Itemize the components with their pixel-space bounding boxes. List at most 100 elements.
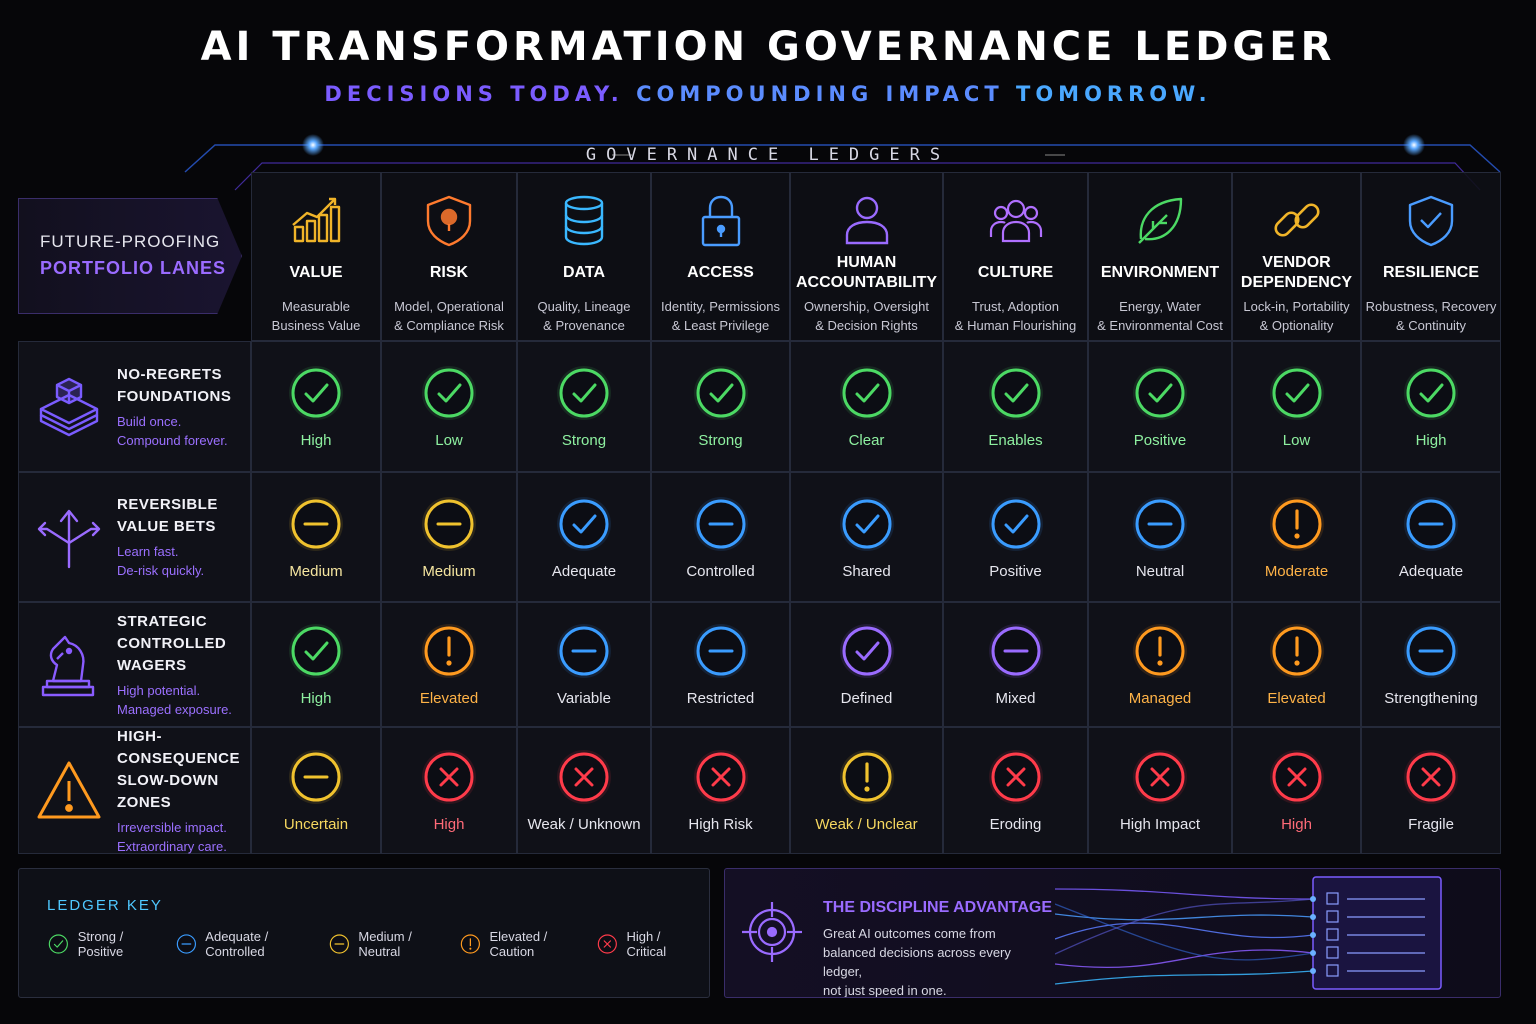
page-subtitle: DECISIONS TODAY. COMPOUNDING IMPACT TOMO… xyxy=(0,82,1536,106)
minus-circle-icon xyxy=(557,624,611,678)
ledger-status-cell: Controlled xyxy=(651,472,790,602)
ledger-name: CULTURE xyxy=(977,264,1054,281)
ledger-status-cell: Adequate xyxy=(517,472,651,602)
ledger-status-cell: Strong xyxy=(517,341,651,472)
x-circle-icon xyxy=(422,750,476,804)
lane-name-line-2: CONTROLLED WAGERS xyxy=(117,634,227,674)
ledger-description-line-2: & Provenance xyxy=(543,318,625,333)
x-circle-icon xyxy=(693,750,748,804)
ledger-status-cell: Neutral xyxy=(1088,472,1232,602)
check-circle-icon xyxy=(839,624,894,678)
subtitle-part-1: DECISIONS TODAY. xyxy=(324,82,624,106)
lane-name-line-2: FOUNDATIONS xyxy=(117,387,232,405)
exclamation-circle-icon xyxy=(460,934,480,954)
group-icon xyxy=(989,199,1042,243)
check-circle-icon xyxy=(1133,366,1187,420)
lane-description-line-2: Extraordinary care. xyxy=(117,838,227,854)
check-circle-icon xyxy=(839,496,894,551)
minus-circle-icon xyxy=(289,496,343,551)
ledger-description-line-2: & Compliance Risk xyxy=(394,318,504,333)
lane-description: Build once. Compound forever. xyxy=(117,412,231,450)
ledger-name: ENVIRONMENT xyxy=(1100,264,1220,281)
ledger-description: Identity, Permissions & Least Privilege xyxy=(661,297,780,335)
advantage-line-3: not just speed in one. xyxy=(823,983,947,998)
lane-name-line-1: REVERSIBLE xyxy=(117,496,218,513)
check-circle-icon xyxy=(557,366,611,420)
ledger-name: DATA xyxy=(562,264,606,281)
ledger-header-data: DATA Quality, Lineage & Provenance xyxy=(517,172,651,341)
ledger-status-cell: Moderate xyxy=(1232,472,1361,602)
lane-name-line-1: HIGH-CONSEQUENCE xyxy=(117,727,241,767)
discipline-advantage-panel: THE DISCIPLINE ADVANTAGE Great AI outcom… xyxy=(724,868,1501,998)
status-label: High xyxy=(1281,816,1312,833)
status-label: High xyxy=(433,816,465,833)
check-circle-icon xyxy=(1404,366,1458,420)
minus-circle-icon xyxy=(988,624,1043,678)
subtitle-part-2: COMPOUNDING IMPACT xyxy=(636,82,1004,106)
status-label: Fragile xyxy=(1408,816,1454,833)
ledger-status-cell: High xyxy=(1361,341,1501,472)
ledger-description: Quality, Lineage & Provenance xyxy=(538,297,631,335)
lane-description-line-1: Build once. xyxy=(117,413,182,429)
ledger-description: Lock-in, Portability & Optionality xyxy=(1243,297,1349,335)
ledger-name: VALUE xyxy=(289,264,343,281)
x-circle-icon xyxy=(557,750,611,804)
ledger-key-items: Strong / Positive Adequate / Controlled Me… xyxy=(47,929,709,959)
lane-text: NO-REGRETS FOUNDATIONS Build once. Compound… xyxy=(117,364,231,450)
legend-item-label: Strong / Positive xyxy=(77,929,124,959)
ledger-header-access: ACCESS Identity, Permissions & Least Privi… xyxy=(651,172,790,341)
ledger-status-cell: Weak / Unclear xyxy=(790,727,943,854)
ledger-description: Model, Operational & Compliance Risk xyxy=(394,297,504,335)
minus-circle-icon xyxy=(329,934,349,954)
check-circle-icon xyxy=(289,624,343,678)
exclamation-circle-icon xyxy=(1269,624,1324,678)
page-title: AI TRANSFORMATION GOVERNANCE LEDGER xyxy=(200,24,1336,70)
ledger-status-cell: Strengthening xyxy=(1361,602,1501,727)
legend-item-label: Adequate / Controlled xyxy=(205,929,269,959)
ledger-description-line-2: Business Value xyxy=(271,318,361,333)
ledger-header-culture: CULTURE Trust, Adoption & Human Flourishin… xyxy=(943,172,1088,341)
lane-header-no-regrets: NO-REGRETS FOUNDATIONS Build once. Compound… xyxy=(18,341,251,472)
ledger-status-cell: Clear xyxy=(790,341,943,472)
corner-line-1: FUTURE-PROOFING xyxy=(40,232,221,251)
ledger-key-panel: LEDGER KEY Strong / Positive Adequate / C… xyxy=(18,868,710,998)
ledger-status-cell: Fragile xyxy=(1361,727,1501,854)
ledger-status-cell: Weak / Unknown xyxy=(517,727,651,854)
status-label: Low xyxy=(1282,432,1311,449)
corner-header: FUTURE-PROOFING PORTFOLIO LANES xyxy=(18,172,251,341)
subtitle-part-3: TOMORROW. xyxy=(1016,82,1212,106)
status-label: Defined xyxy=(840,690,893,707)
x-circle-icon xyxy=(988,750,1043,804)
status-label: Elevated xyxy=(419,690,479,707)
legend-item-label: High / Critical xyxy=(626,929,667,959)
lane-name-line-1: NO-REGRETS xyxy=(117,365,223,383)
lane-description-line-1: Learn fast. xyxy=(117,544,179,559)
ledger-status-cell: Shared xyxy=(790,472,943,602)
status-label: High Impact xyxy=(1119,816,1201,833)
status-label: Uncertain xyxy=(283,816,349,833)
lane-header-high-consequence: HIGH-CONSEQUENCE SLOW-DOWN ZONES Irreversi… xyxy=(18,727,251,854)
lane-description-line-1: Irreversible impact. xyxy=(117,819,227,835)
check-circle-icon xyxy=(422,366,476,420)
exclamation-circle-icon xyxy=(1133,624,1187,678)
status-label: High xyxy=(300,690,332,707)
corner-line-2: PORTFOLIO LANES xyxy=(40,258,226,278)
section-label: GOVERNANCE LEDGERS xyxy=(585,145,951,165)
lane-description: Learn fast. De-risk quickly. xyxy=(117,542,218,580)
ledger-description-line-2: & Environmental Cost xyxy=(1097,318,1223,333)
ledger-matrix: FUTURE-PROOFING PORTFOLIO LANES VALUE Mea… xyxy=(18,172,1501,854)
legend-item: Adequate / Controlled xyxy=(175,929,308,959)
ledger-header-resilience: RESILIENCE Robustness, Recovery & Continui… xyxy=(1361,172,1501,341)
lane-name-line-2: VALUE BETS xyxy=(117,518,216,535)
exclamation-circle-icon xyxy=(422,624,476,678)
status-label: Managed xyxy=(1128,690,1192,707)
ledger-status-cell: Enables xyxy=(943,341,1088,472)
x-circle-icon xyxy=(597,934,617,954)
check-circle-icon xyxy=(988,496,1043,551)
ledger-key-title: LEDGER KEY xyxy=(47,897,163,914)
lane-text: STRATEGIC CONTROLLED WAGERS High potential… xyxy=(117,611,250,719)
ledger-status-cell: High Risk xyxy=(651,727,790,854)
legend-item: Elevated / Caution xyxy=(459,929,576,959)
status-label: Medium xyxy=(422,562,476,580)
ledger-header-risk: RISK Model, Operational & Compliance Risk xyxy=(381,172,517,341)
